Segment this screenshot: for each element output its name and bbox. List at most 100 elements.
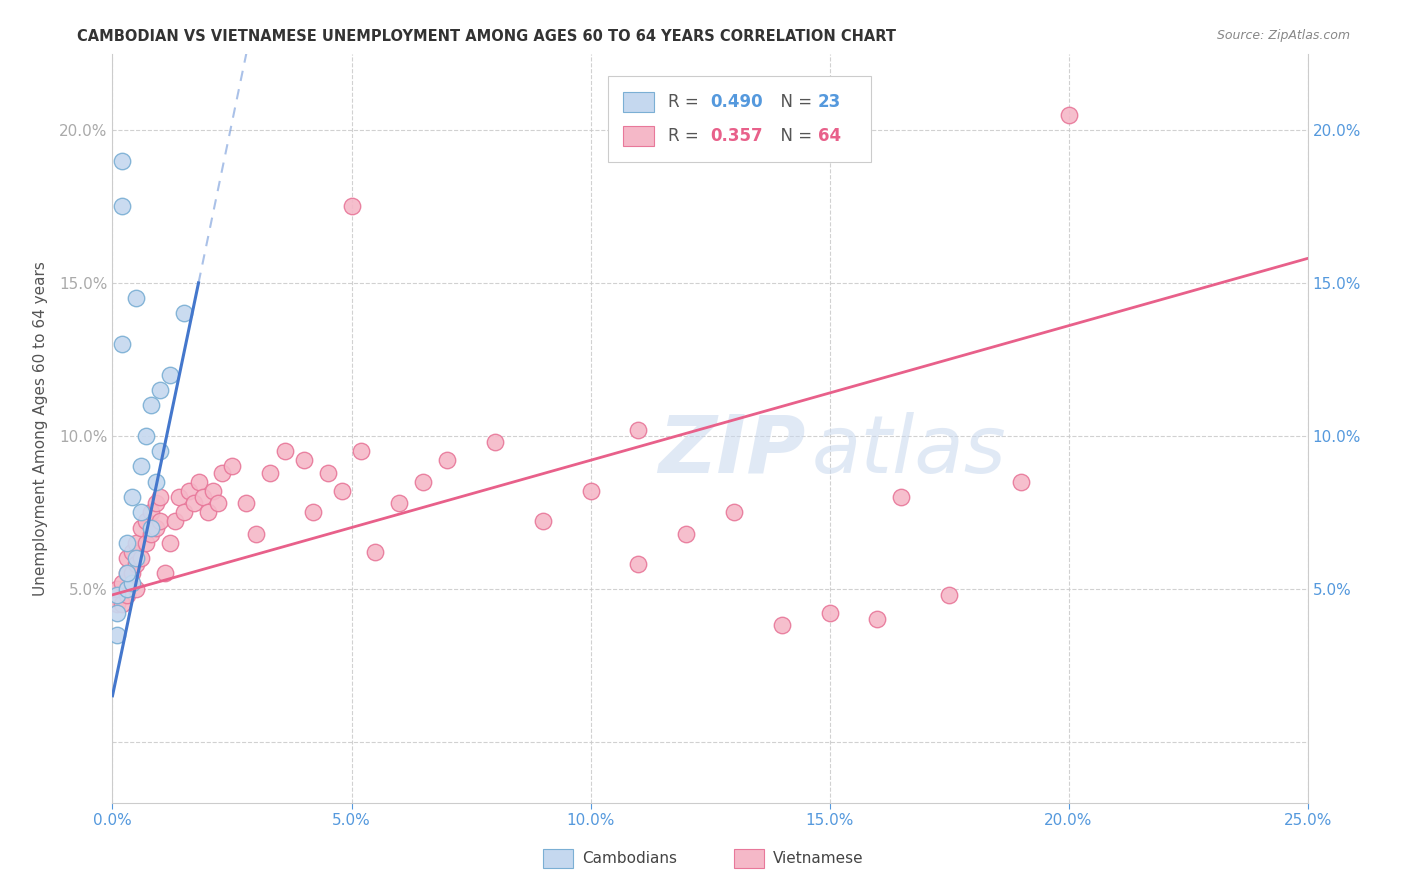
Point [531,515,554,529]
Point [105,582,128,596]
Point [115,588,138,602]
Point [627,558,650,572]
Point [484,434,506,449]
Point [129,551,152,566]
Point [770,618,793,632]
Point [890,490,912,504]
Point [350,444,373,458]
Point [121,566,143,581]
Point [135,515,157,529]
Point [159,536,181,550]
FancyBboxPatch shape [609,76,872,162]
Point [149,515,172,529]
Point [115,566,138,581]
Point [330,483,353,498]
Point [139,526,162,541]
Point [163,515,186,529]
FancyBboxPatch shape [623,126,654,145]
Text: Vietnamese: Vietnamese [773,851,865,866]
Point [197,505,219,519]
Point [115,566,138,581]
Point [302,505,325,519]
Point [139,505,162,519]
Point [245,526,267,541]
Point [105,627,128,641]
Text: Source: ZipAtlas.com: Source: ZipAtlas.com [1216,29,1350,42]
Point [105,606,128,620]
Point [259,466,281,480]
Point [675,526,697,541]
Point [129,505,152,519]
Point [173,505,195,519]
Point [938,588,960,602]
FancyBboxPatch shape [734,849,763,868]
Point [364,545,387,559]
FancyBboxPatch shape [623,93,654,112]
Point [125,582,148,596]
Point [201,483,224,498]
Point [866,612,889,626]
Point [145,475,167,489]
Text: R =: R = [668,94,704,112]
Point [125,291,148,305]
Point [145,520,167,534]
Point [579,483,602,498]
Point [273,444,295,458]
Point [818,606,841,620]
Point [105,588,128,602]
Point [139,520,162,534]
Text: 23: 23 [818,94,841,112]
Point [139,398,162,412]
Point [149,383,172,397]
Point [412,475,434,489]
Point [169,490,191,504]
Point [221,459,243,474]
Point [149,490,172,504]
Point [121,545,143,559]
Point [135,429,157,443]
Text: 64: 64 [818,127,841,145]
Point [159,368,181,382]
Point [173,306,195,320]
Point [436,453,458,467]
Point [292,453,315,467]
Point [627,423,650,437]
FancyBboxPatch shape [543,849,572,868]
Point [125,551,148,566]
Point [111,575,134,590]
Point [115,551,138,566]
Text: 0.357: 0.357 [710,127,762,145]
Text: N =: N = [770,94,817,112]
Text: CAMBODIAN VS VIETNAMESE UNEMPLOYMENT AMONG AGES 60 TO 64 YEARS CORRELATION CHART: CAMBODIAN VS VIETNAMESE UNEMPLOYMENT AMO… [77,29,897,44]
Point [153,566,176,581]
Text: 0.490: 0.490 [710,94,762,112]
Point [316,466,339,480]
Point [145,496,167,510]
Point [105,597,128,611]
Point [129,520,152,534]
Point [183,496,205,510]
Point [235,496,257,510]
Point [111,597,134,611]
Point [121,490,143,504]
Point [207,496,229,510]
Text: R =: R = [668,127,704,145]
Text: atlas: atlas [811,411,1007,490]
Point [121,575,143,590]
Point [1010,475,1032,489]
Point [111,153,134,168]
Point [177,483,200,498]
Point [149,444,172,458]
Point [135,536,157,550]
Point [111,199,134,213]
Point [1057,108,1080,122]
Point [115,582,138,596]
Point [187,475,209,489]
Point [129,459,152,474]
Point [340,199,363,213]
Point [125,536,148,550]
Text: N =: N = [770,127,817,145]
Point [111,337,134,351]
Point [115,536,138,550]
Point [193,490,215,504]
